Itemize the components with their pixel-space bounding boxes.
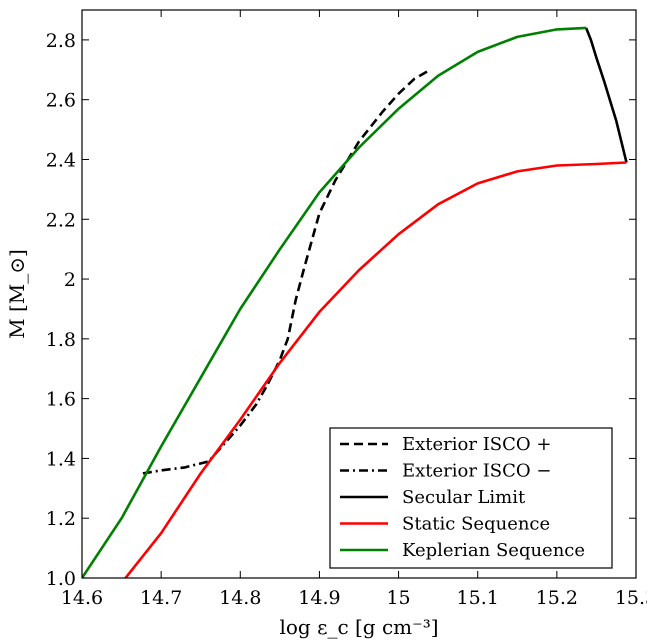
y-tick-label: 2.4 [46, 149, 76, 171]
axes-frame [81, 9, 637, 579]
x-tick-label: 15.1 [457, 587, 499, 609]
y-tick-label: 1.6 [46, 389, 76, 411]
y-tick-label: 2.2 [46, 209, 76, 231]
series-line-0 [266, 68, 431, 385]
x-tick-label: 15 [386, 587, 410, 609]
y-axis-label: M [M_⊙] [5, 249, 29, 339]
legend-label: Exterior ISCO + [402, 434, 551, 455]
x-tick-label: 14.7 [140, 587, 182, 609]
legend: Exterior ISCO + Exterior ISCO − Secular Li… [329, 427, 613, 569]
legend-label: Exterior ISCO − [402, 461, 551, 482]
series-line-2 [584, 27, 628, 163]
series-line-4 [82, 26, 587, 578]
y-tick-label: 1.0 [46, 568, 76, 590]
axis-ticks: 14.6 14.7 14.8 14.9 15 15.1 15.2 15.3 1.0 1.2 1.4 1… [46, 10, 647, 609]
y-tick-label: 1.4 [46, 448, 76, 470]
x-axis-label: log ε_c [g cm⁻³] [279, 615, 438, 639]
x-tick-label: 15.2 [536, 587, 578, 609]
legend-label: Static Sequence [402, 514, 550, 535]
series-line-3 [124, 161, 627, 578]
y-tick-label: 1.2 [46, 508, 76, 530]
y-tick-label: 2.6 [46, 90, 76, 112]
y-tick-label: 2 [64, 269, 76, 291]
x-tick-label: 14.8 [219, 587, 261, 609]
y-tick-label: 2.8 [46, 30, 76, 52]
x-tick-label: 15.3 [615, 587, 647, 609]
legend-label: Keplerian Sequence [402, 540, 585, 561]
y-tick-label: 1.8 [46, 329, 76, 351]
x-tick-label: 14.6 [61, 587, 103, 609]
x-tick-label: 14.9 [298, 587, 340, 609]
plot-area [82, 26, 628, 578]
legend-label: Secular Limit [402, 487, 526, 508]
